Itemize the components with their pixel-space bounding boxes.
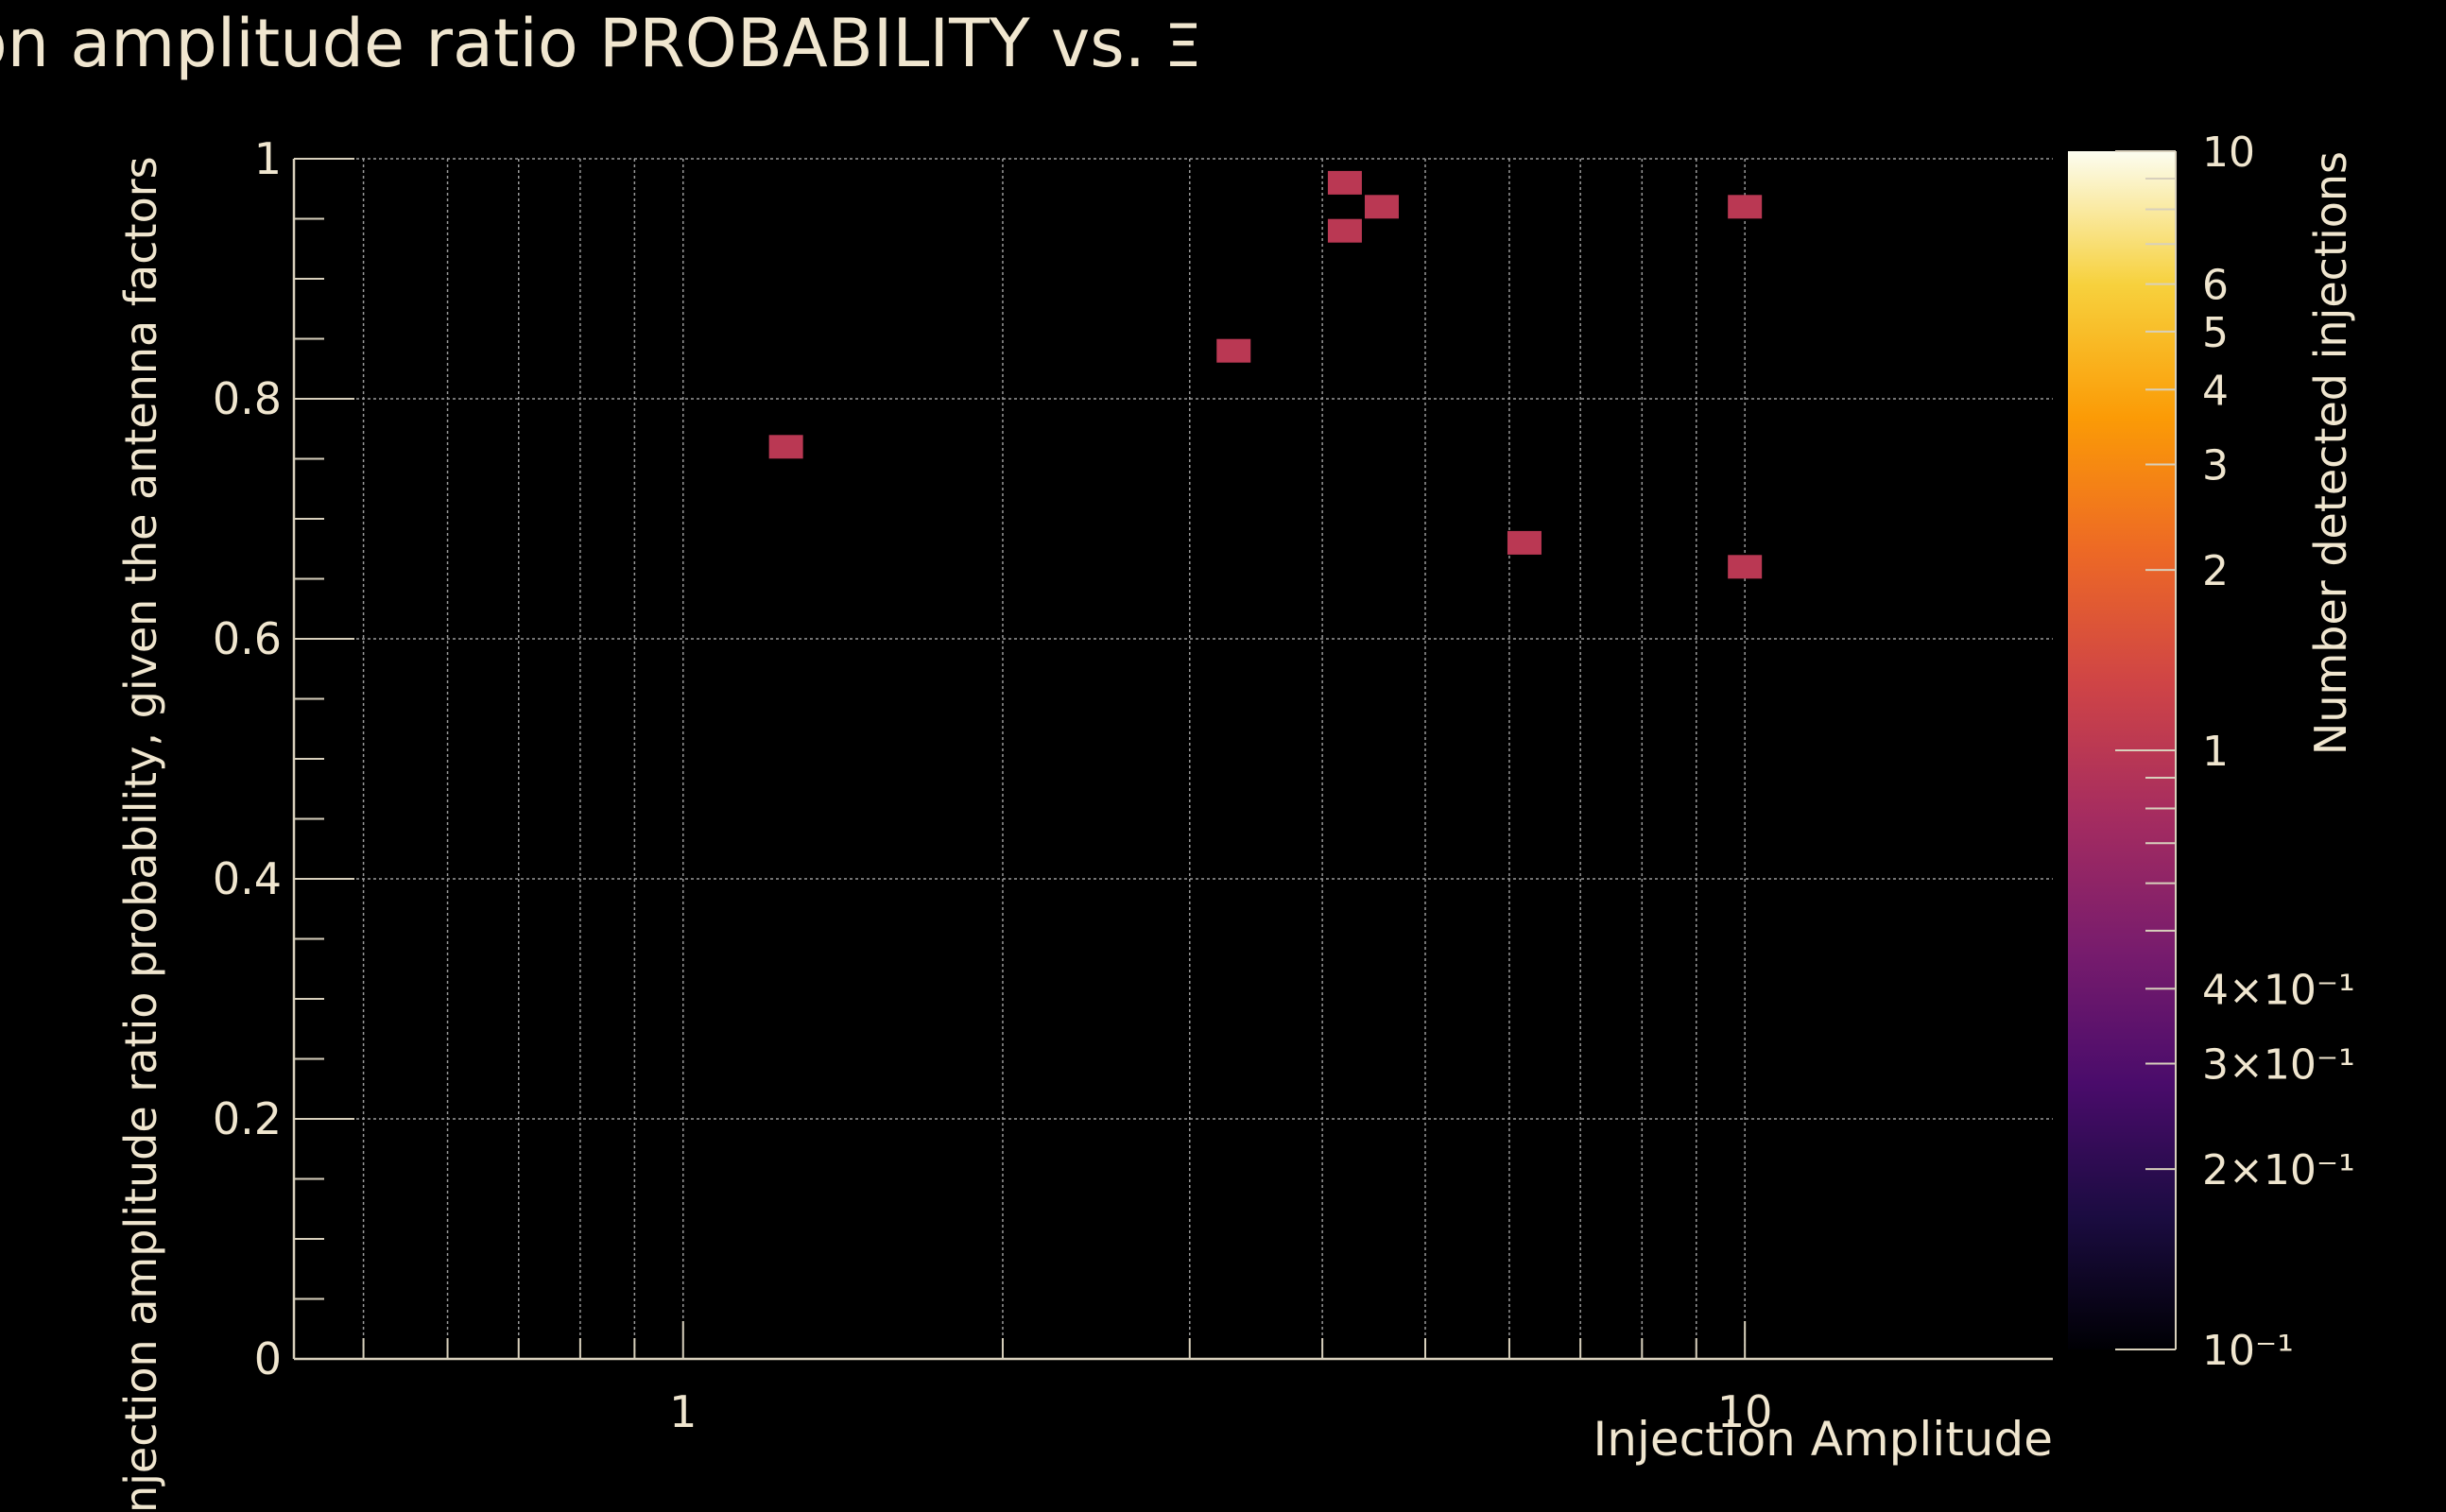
colorbar-tick-label: 10	[2202, 129, 2255, 177]
colorbar-axis: 10 65 4 3 2 1 4×10⁻¹ 3×10⁻¹ 2×10⁻¹ 10⁻¹	[2115, 129, 2355, 1375]
colorbar-tick-label: 2×10⁻¹	[2202, 1146, 2355, 1194]
y-tick-label: 0.2	[213, 1093, 282, 1144]
heatmap-cell	[1728, 195, 1763, 219]
y-tick-label: 0.4	[213, 853, 282, 904]
colorbar-tick-label: 3×10⁻¹	[2202, 1041, 2355, 1090]
heatmap-cell	[1216, 338, 1251, 363]
axes: 1 10 0 0.2 0.4 0.6 0.8 1	[213, 133, 2053, 1437]
x-tick-label: 10	[1717, 1386, 1773, 1437]
heatmap-cell	[1728, 555, 1763, 579]
colorbar-tick-label: 5	[2202, 309, 2229, 357]
heatmap-cell	[1507, 530, 1542, 555]
heatmap-cell	[1364, 195, 1399, 219]
colorbar-tick-label: 1	[2202, 728, 2229, 776]
y-tick-label: 1	[254, 133, 282, 184]
y-axis-label: Injection amplitude ratio probability, g…	[115, 156, 166, 1512]
chart-title-symbol: Ξ	[1164, 11, 1201, 80]
heatmap-cells	[768, 170, 1763, 579]
y-tick-label: 0.6	[213, 613, 282, 664]
colorbar-tick-label: 6	[2202, 262, 2229, 310]
grid	[294, 158, 2053, 1359]
colorbar-tick-label: 10⁻¹	[2202, 1327, 2294, 1375]
colorbar-tick-label: 4×10⁻¹	[2202, 966, 2355, 1014]
y-tick-label: 0	[254, 1333, 282, 1384]
heatmap-cell	[1327, 218, 1362, 243]
colorbar-tick-label: 3	[2202, 442, 2229, 490]
colorbar-tick-label: 2	[2202, 547, 2229, 595]
x-tick-label: 1	[669, 1386, 697, 1437]
heatmap-cell	[1327, 170, 1362, 195]
x-axis-label: Injection Amplitude	[1593, 1412, 2053, 1467]
colorbar-tick-label: 4	[2202, 367, 2229, 415]
y-tick-label: 0.8	[213, 373, 282, 424]
chart-title: Injection amplitude ratio PROBABILITY vs…	[0, 5, 1145, 82]
heatmap-cell	[768, 435, 803, 459]
colorbar-label: Number detected injections	[2305, 151, 2356, 755]
